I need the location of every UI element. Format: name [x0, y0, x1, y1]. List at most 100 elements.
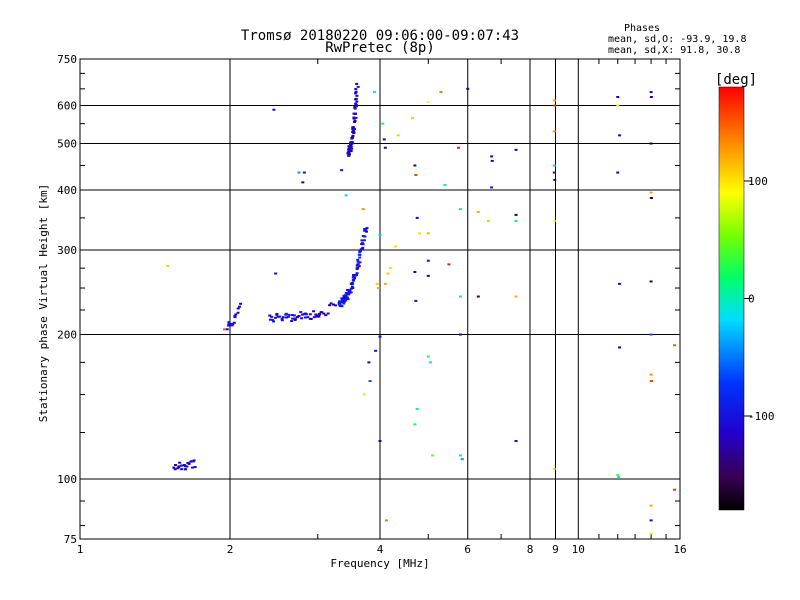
data-point — [353, 107, 357, 110]
data-point — [649, 96, 653, 99]
data-point — [317, 315, 321, 318]
y-tick-label: 200 — [57, 329, 77, 342]
data-point — [414, 299, 418, 302]
data-point — [384, 519, 388, 522]
data-point — [172, 466, 176, 469]
data-point — [292, 314, 296, 317]
data-point — [649, 280, 653, 283]
data-point — [457, 146, 461, 149]
data-point — [358, 256, 362, 259]
data-point — [394, 245, 398, 248]
data-point — [351, 287, 355, 290]
stats-header: Phases — [624, 23, 660, 34]
data-point — [354, 103, 358, 106]
data-point — [396, 134, 400, 137]
data-point — [331, 303, 335, 306]
data-point — [237, 305, 241, 308]
data-point — [349, 150, 353, 153]
data-point — [378, 440, 382, 443]
data-point — [354, 105, 358, 108]
data-point — [616, 104, 620, 107]
data-point — [353, 128, 357, 131]
data-point — [312, 310, 316, 313]
data-point — [319, 311, 323, 314]
data-point — [315, 314, 319, 317]
data-point — [344, 291, 348, 294]
data-point — [358, 261, 362, 264]
data-point — [344, 194, 348, 197]
data-point — [341, 300, 345, 303]
data-point — [344, 299, 348, 302]
data-point — [339, 301, 343, 304]
data-point — [297, 315, 301, 318]
colorbar-tick-label: 0 — [748, 293, 755, 306]
data-point — [280, 317, 284, 320]
data-point — [514, 440, 518, 443]
data-point — [490, 186, 494, 189]
data-point — [239, 302, 243, 305]
data-point — [290, 320, 294, 323]
data-point — [649, 504, 653, 507]
chart-subtitle: RwPretec (8p) — [325, 40, 435, 56]
data-point — [363, 227, 367, 230]
data-point — [389, 267, 393, 270]
data-point — [361, 246, 365, 249]
data-point — [415, 216, 419, 219]
data-point — [328, 304, 332, 307]
data-point — [346, 288, 350, 291]
data-point — [352, 275, 356, 278]
data-point — [350, 147, 354, 150]
data-point — [286, 315, 290, 318]
data-point — [426, 355, 430, 358]
data-point — [346, 298, 350, 301]
data-point — [180, 468, 184, 471]
data-point — [514, 295, 518, 298]
data-point — [378, 335, 382, 338]
data-point — [182, 464, 186, 467]
stats-x-mode: mean, sd,X: 91.8, 30.8 — [608, 45, 740, 56]
data-point — [306, 316, 310, 319]
data-point — [302, 171, 306, 174]
data-point — [357, 253, 361, 256]
data-point — [272, 320, 276, 323]
y-tick-label: 100 — [57, 473, 77, 486]
data-point — [233, 316, 237, 319]
data-point — [291, 317, 295, 320]
data-point — [414, 173, 418, 176]
data-point — [431, 454, 435, 457]
data-point — [348, 289, 352, 292]
data-point — [272, 108, 276, 111]
data-point — [343, 300, 347, 303]
data-point — [368, 380, 372, 383]
data-point — [356, 258, 360, 261]
data-point — [294, 317, 298, 320]
data-point — [552, 171, 556, 174]
data-point — [284, 312, 288, 315]
colorbar-tick-label: 100 — [748, 175, 768, 188]
data-point — [340, 305, 344, 308]
data-point — [476, 295, 480, 298]
data-point — [553, 104, 557, 107]
x-tick-label: 6 — [464, 543, 471, 556]
y-tick-label: 75 — [64, 533, 77, 546]
data-point — [355, 100, 359, 103]
data-point — [227, 321, 231, 324]
data-point — [458, 454, 462, 457]
data-point — [351, 274, 355, 277]
data-point — [361, 208, 365, 211]
data-point — [360, 239, 364, 242]
data-point — [486, 219, 490, 222]
data-point — [649, 519, 653, 522]
data-point — [351, 126, 355, 129]
data-point — [356, 260, 360, 263]
data-point — [178, 461, 182, 464]
data-point — [234, 313, 238, 316]
data-point — [355, 264, 359, 267]
data-point — [342, 294, 346, 297]
data-point — [476, 211, 480, 214]
data-point — [447, 263, 451, 266]
data-point — [616, 96, 620, 99]
data-point — [191, 460, 195, 463]
data-point — [415, 407, 419, 410]
data-point — [322, 312, 326, 315]
